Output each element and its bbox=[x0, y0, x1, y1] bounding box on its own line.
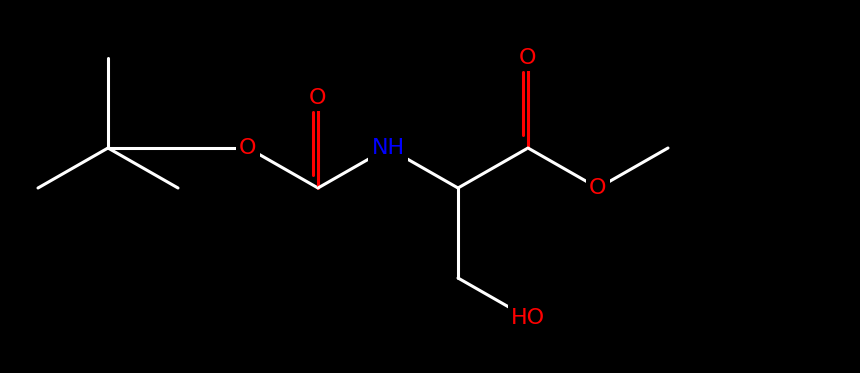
Text: O: O bbox=[519, 48, 537, 68]
Text: O: O bbox=[589, 178, 607, 198]
Text: O: O bbox=[310, 88, 327, 108]
Text: NH: NH bbox=[372, 138, 404, 158]
Text: HO: HO bbox=[511, 308, 545, 328]
Text: O: O bbox=[239, 138, 257, 158]
